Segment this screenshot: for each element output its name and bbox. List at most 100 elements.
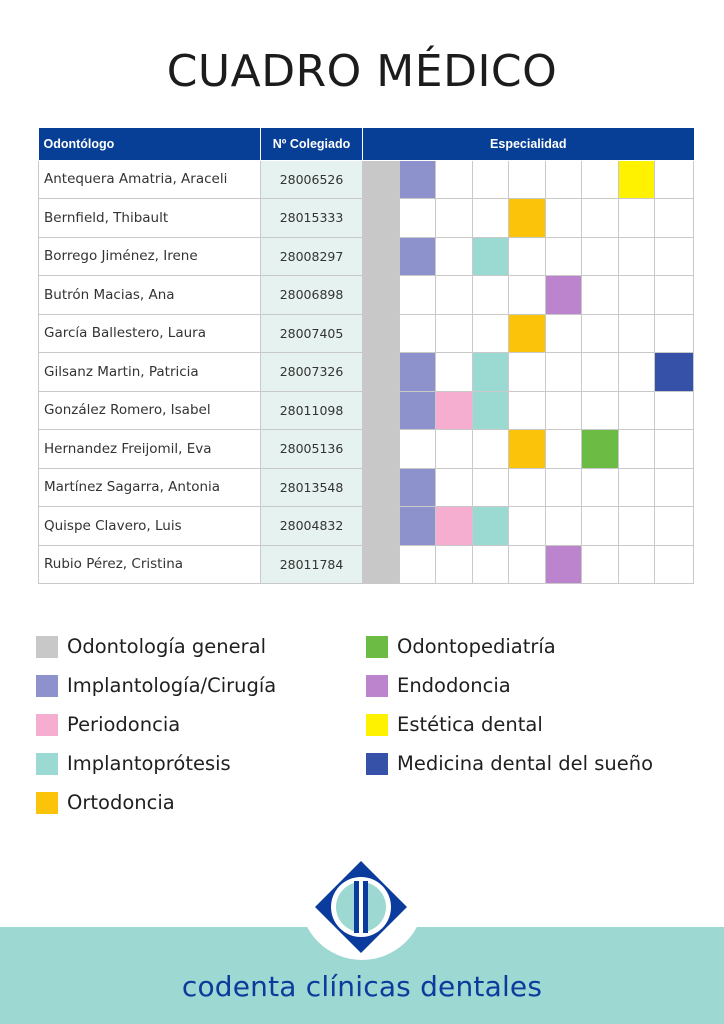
specialty-cell-implantoprotesis <box>472 506 509 546</box>
specialty-cell-endodoncia <box>545 544 582 584</box>
specialty-cell-implantologia <box>399 467 436 507</box>
specialty-cell-general <box>362 236 400 276</box>
table-row: Hernandez Freijomil, Eva 28005136 <box>38 429 695 469</box>
legend-label: Implantoprótesis <box>67 752 231 775</box>
specialty-cell-general <box>362 506 400 546</box>
table-row: Borrego Jiménez, Irene 28008297 <box>38 236 695 276</box>
legend-swatch <box>36 674 58 697</box>
specialty-cell-implantologia <box>399 159 436 199</box>
specialty-cell-general <box>362 429 400 469</box>
table-row: García Ballestero, Laura 28007405 <box>38 313 695 353</box>
table-row: Bernfield, Thibault 28015333 <box>38 198 695 238</box>
specialty-cell-empty <box>545 352 582 392</box>
dentist-name: González Romero, Isabel <box>38 390 261 430</box>
specialty-cell-empty <box>618 429 655 469</box>
specialty-cell-empty <box>653 467 695 507</box>
specialty-cell-empty <box>545 506 582 546</box>
legend-item-estetica: Estética dental <box>366 705 653 744</box>
specialty-cell-empty <box>618 352 655 392</box>
specialty-cell-empty <box>581 236 619 276</box>
table-header-row: Odontólogo Nº Colegiado Especialidad <box>38 128 694 161</box>
legend-swatch <box>36 791 58 814</box>
specialty-cell-empty <box>618 236 655 276</box>
specialty-cell-empty <box>435 544 473 584</box>
table-row: Martínez Sagarra, Antonia 28013548 <box>38 467 695 507</box>
specialty-cell-implantologia <box>399 390 436 430</box>
specialty-cell-implantoprotesis <box>472 352 509 392</box>
specialty-cell-empty <box>435 352 473 392</box>
specialty-cell-empty <box>581 275 619 315</box>
specialty-cell-empty <box>435 236 473 276</box>
specialty-cell-ortodoncia <box>508 198 546 238</box>
specialty-cell-implantologia <box>399 506 436 546</box>
specialty-cell-periodoncia <box>435 390 473 430</box>
license-number: 28005136 <box>260 429 363 469</box>
legend-item-ortodoncia: Ortodoncia <box>36 783 276 822</box>
brand-name: codenta clínicas dentales <box>181 970 543 1003</box>
license-number: 28011784 <box>260 544 363 584</box>
specialty-cell-implantologia <box>399 236 436 276</box>
license-number: 28008297 <box>260 236 363 276</box>
specialty-cell-estetica <box>618 159 655 199</box>
specialty-cell-empty <box>653 236 695 276</box>
specialty-cell-general <box>362 198 400 238</box>
specialty-cell-empty <box>581 390 619 430</box>
codenta-logo-icon <box>315 861 407 953</box>
legend-label: Medicina dental del sueño <box>397 752 654 775</box>
license-number: 28004832 <box>260 506 363 546</box>
table-row: Butrón Macias, Ana 28006898 <box>38 275 695 315</box>
legend-swatch <box>366 674 388 697</box>
legend-right-column: Odontopediatría Endodoncia Estética dental… <box>366 627 653 783</box>
legend-label: Periodoncia <box>67 713 181 736</box>
specialty-cell-empty <box>618 390 655 430</box>
specialty-cell-empty <box>545 429 582 469</box>
specialty-cell-empty <box>508 352 546 392</box>
legend-item-odontopediatria: Odontopediatría <box>366 627 653 666</box>
header-license-number: Nº Colegiado <box>260 128 363 161</box>
specialty-cell-empty <box>653 198 695 238</box>
specialty-cell-sueno <box>653 352 695 392</box>
specialty-cell-empty <box>508 467 546 507</box>
legend-label: Implantología/Cirugía <box>67 674 277 697</box>
license-number: 28006898 <box>260 275 363 315</box>
legend-item-implantologia: Implantología/Cirugía <box>36 666 276 705</box>
legend-item-sueno: Medicina dental del sueño <box>366 744 653 783</box>
specialty-cell-empty <box>472 313 509 353</box>
specialty-cell-empty <box>653 429 695 469</box>
legend-label: Ortodoncia <box>67 791 175 814</box>
specialty-cell-empty <box>545 313 582 353</box>
specialty-cell-empty <box>618 544 655 584</box>
specialty-cell-empty <box>472 159 509 199</box>
legend-item-implantoprotesis: Implantoprótesis <box>36 744 276 783</box>
specialty-cell-empty <box>545 467 582 507</box>
license-number: 28015333 <box>260 198 363 238</box>
specialty-cell-implantoprotesis <box>472 390 509 430</box>
table-row: González Romero, Isabel 28011098 <box>38 390 695 430</box>
legend-item-endodoncia: Endodoncia <box>366 666 653 705</box>
legend-label: Odontopediatría <box>397 635 556 658</box>
dentist-name: Hernandez Freijomil, Eva <box>38 429 261 469</box>
dentist-name: Butrón Macias, Ana <box>38 275 261 315</box>
specialty-cell-empty <box>581 198 619 238</box>
legend-swatch <box>366 752 388 775</box>
dentist-name: García Ballestero, Laura <box>38 313 261 353</box>
specialty-cell-empty <box>472 429 509 469</box>
specialty-cell-empty <box>435 313 473 353</box>
specialty-cell-empty <box>435 467 473 507</box>
specialty-cell-empty <box>618 275 655 315</box>
specialty-cell-empty <box>472 467 509 507</box>
specialty-cell-empty <box>618 506 655 546</box>
license-number: 28007326 <box>260 352 363 392</box>
specialty-table: Odontólogo Nº Colegiado Especialidad Ant… <box>38 128 695 584</box>
dentist-name: Bernfield, Thibault <box>38 198 261 238</box>
legend-swatch <box>366 635 388 658</box>
specialty-cell-empty <box>508 544 546 584</box>
legend-swatch <box>36 635 58 658</box>
specialty-cell-ortodoncia <box>508 313 546 353</box>
specialty-cell-empty <box>653 275 695 315</box>
specialty-cell-empty <box>399 313 436 353</box>
specialty-cell-empty <box>399 429 436 469</box>
specialty-cell-empty <box>435 159 473 199</box>
specialty-cell-empty <box>545 390 582 430</box>
specialty-cell-empty <box>399 544 436 584</box>
